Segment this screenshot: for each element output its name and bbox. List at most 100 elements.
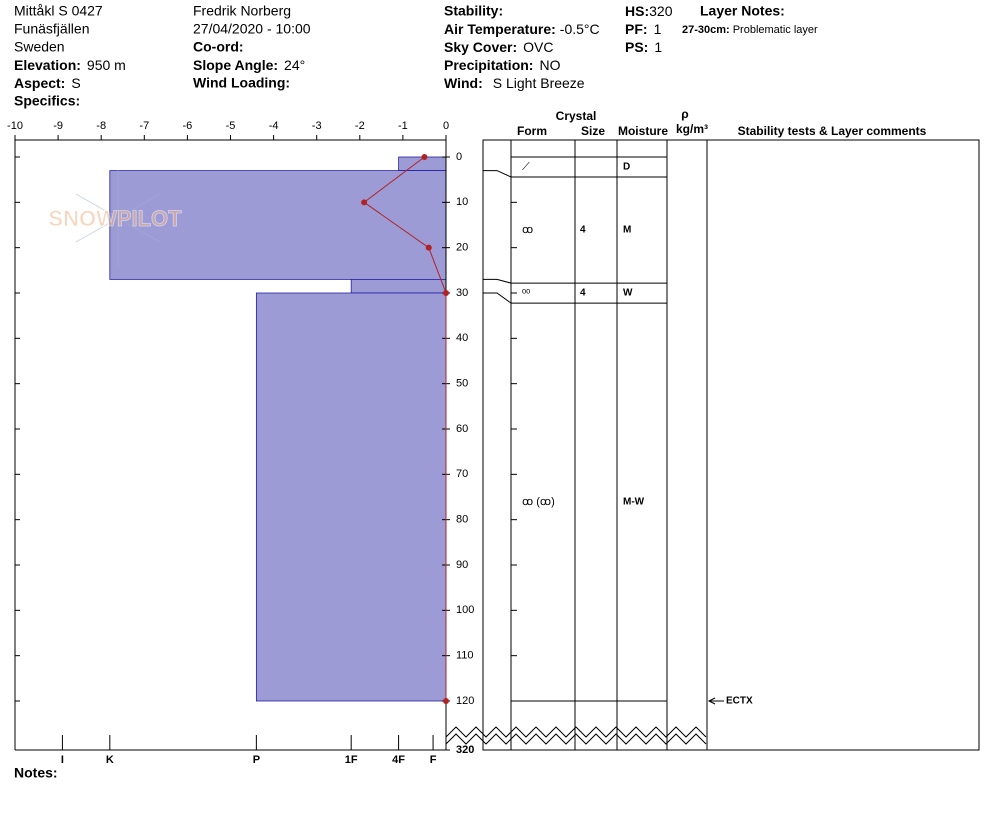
layer-connector — [483, 278, 512, 284]
depth-tick-label: 90 — [456, 559, 468, 571]
sky-cover: Sky Cover: OVC — [444, 39, 554, 55]
value: 320 — [649, 3, 673, 19]
layer-connector — [483, 170, 512, 178]
depth-tick-label: 70 — [456, 468, 468, 480]
depth-tick-label: 100 — [456, 604, 474, 616]
value: 950 m — [87, 57, 126, 73]
break-zigzag — [445, 733, 707, 745]
notes-label: Notes: — [14, 765, 58, 781]
slope-angle: Slope Angle: 24° — [193, 57, 305, 73]
value: 24° — [284, 57, 305, 73]
label: Precipitation: — [444, 57, 533, 73]
x-tick-label: -3 — [312, 120, 322, 132]
x-tick-label: -1 — [398, 120, 408, 132]
depth-tick-label: 50 — [456, 378, 468, 390]
layer-note: 27-30cm: Problematic layer — [682, 24, 818, 36]
depth-tick-label: 10 — [456, 196, 468, 208]
location: Funäsfjällen — [14, 21, 90, 37]
hardness-tick-label: 1F — [345, 754, 358, 766]
test-label: ECTX — [726, 696, 753, 707]
wind-loading: Wind Loading: — [193, 75, 290, 91]
logo-text: SNOWPILOT — [48, 206, 182, 231]
hardness-bar — [350, 278, 447, 294]
coord: Co-ord: — [193, 39, 244, 55]
value: S — [71, 75, 80, 91]
test-arrow-head — [707, 697, 716, 705]
column-header: Form — [517, 124, 547, 138]
value: 1 — [654, 21, 662, 37]
header: Mittåkl S 0427 Funäsfjällen Sweden Eleva… — [14, 3, 818, 109]
observer: Fredrik Norberg — [193, 3, 291, 19]
hardness-tick-label: F — [430, 754, 437, 766]
logo: SNOWPILOT — [48, 170, 183, 266]
aspect: Aspect: S — [14, 75, 81, 91]
value: OVC — [523, 39, 553, 55]
hs: HS:320 — [625, 3, 673, 19]
depth-tick-label: 40 — [456, 332, 468, 344]
temperature-point — [443, 698, 449, 704]
column-header: ρ — [681, 107, 688, 121]
form: ⟋ — [522, 161, 530, 173]
moisture: W — [623, 288, 633, 299]
x-tick-label: -2 — [355, 120, 365, 132]
range: 27-30cm: — [682, 24, 730, 36]
column-header: Size — [581, 124, 605, 138]
pf: PF: 1 — [625, 21, 662, 37]
x-tick-label: -10 — [7, 120, 23, 132]
depth-tick-label: 0 — [456, 151, 462, 163]
label: PF: — [625, 21, 648, 37]
column-header: Crystal — [556, 109, 597, 123]
column-header: Moisture — [618, 124, 668, 138]
label: Aspect: — [14, 75, 65, 91]
label: Wind: — [444, 75, 483, 91]
temperature-point — [361, 199, 368, 206]
column-header: Stability tests & Layer comments — [738, 124, 927, 138]
specifics: Specifics: — [14, 93, 80, 109]
layer-connector — [483, 292, 512, 304]
value: NO — [539, 57, 560, 73]
wind: Wind: S Light Breeze — [444, 75, 585, 91]
depth-tick-label: 80 — [456, 514, 468, 526]
x-tick-label: -7 — [139, 120, 149, 132]
precipitation: Precipitation: NO — [444, 57, 561, 73]
moisture: M — [623, 225, 631, 236]
depth-tick-label: 110 — [456, 650, 474, 662]
moisture: D — [623, 162, 630, 173]
form: ꝏ (ꝏ) — [522, 496, 555, 508]
x-tick-label: -5 — [226, 120, 236, 132]
break-zigzag — [445, 726, 707, 738]
x-tick-label: -9 — [53, 120, 63, 132]
table-frame — [482, 139, 980, 751]
site: Mittåkl S 0427 — [14, 3, 103, 19]
value: S Light Breeze — [493, 75, 585, 91]
label: Slope Angle: — [193, 57, 278, 73]
text: Problematic layer — [733, 24, 818, 36]
label: HS: — [625, 3, 649, 19]
hardness-tick-label: I — [61, 754, 64, 766]
temperature-point — [421, 154, 428, 160]
size: 4 — [580, 288, 586, 299]
value: 1 — [654, 39, 662, 55]
depth-tick-label: 60 — [456, 423, 468, 435]
column-header: kg/m³ — [676, 122, 708, 136]
x-tick-label: 0 — [443, 120, 449, 132]
depth-tick-label: 120 — [456, 695, 474, 707]
hardness-bar — [255, 292, 447, 702]
label: Air Temperature: — [444, 21, 556, 37]
label: PS: — [625, 39, 648, 55]
value: -0.5°C — [560, 21, 600, 37]
depth-tick-label: 30 — [456, 287, 468, 299]
snowflake — [75, 170, 161, 266]
label: Sky Cover: — [444, 39, 517, 55]
x-tick-label: -6 — [183, 120, 193, 132]
form: ꝏ — [522, 224, 533, 236]
ps: PS: 1 — [625, 39, 662, 55]
layer-notes-title: Layer Notes: — [700, 3, 785, 19]
elevation: Elevation: 950 m — [14, 57, 126, 73]
hardness-bar — [109, 170, 447, 280]
label: Elevation: — [14, 57, 81, 73]
size: 4 — [580, 225, 586, 236]
temperature-point — [425, 244, 432, 251]
air-temperature: Air Temperature: -0.5°C — [444, 21, 600, 37]
